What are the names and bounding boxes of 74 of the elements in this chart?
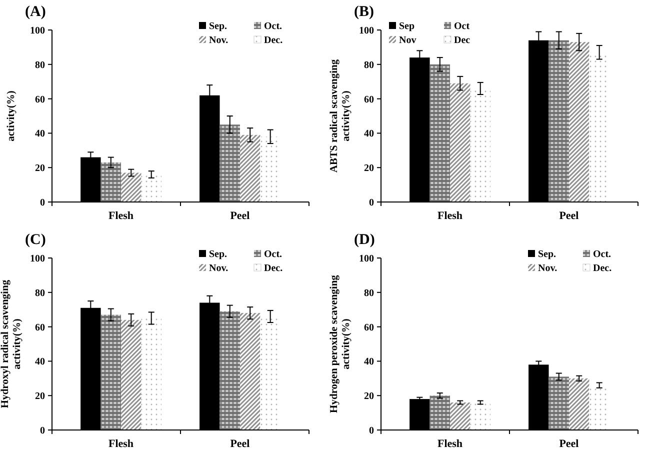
x-tick-label: Peel <box>230 210 250 222</box>
bar <box>141 174 162 202</box>
legend-label: Sep. <box>538 249 557 260</box>
bar <box>100 314 122 430</box>
y-tick-label: 20 <box>35 163 45 174</box>
y-tick-label: 80 <box>35 60 45 71</box>
bar <box>220 124 240 202</box>
legend-label: Nov <box>399 35 416 46</box>
y-tick-label: 60 <box>35 94 45 106</box>
y-tick-label: 40 <box>35 356 45 368</box>
legend-label: Sep. <box>209 21 228 32</box>
legend-label: Nov. <box>209 35 229 46</box>
bar <box>548 376 569 430</box>
bar <box>430 396 450 430</box>
legend-label: Oct. <box>264 21 283 32</box>
legend-label: Nov. <box>209 263 229 274</box>
y-tick-label: 60 <box>364 322 374 334</box>
bar <box>121 172 142 202</box>
y-tick-label: 100 <box>359 26 374 36</box>
legend-label: Nov. <box>538 263 558 274</box>
chart-title: (D) <box>354 232 375 248</box>
chart-title: (A) <box>25 4 46 20</box>
legend-label: Oct. <box>593 249 612 260</box>
y-tick-label: 40 <box>364 356 374 368</box>
legend-label: Oct <box>454 21 470 32</box>
y-tick-label: 40 <box>364 128 374 140</box>
y-tick-label: 60 <box>364 94 374 106</box>
y-tick-label: 0 <box>40 198 45 208</box>
legend-label: Sep <box>399 21 415 32</box>
y-axis-title: ABTS radical scavenging activity(%) <box>329 58 352 173</box>
y-tick-label: 100 <box>359 254 374 264</box>
y-axis-title: Hydrogen peroxide scavenging activity(%) <box>329 274 352 413</box>
bar <box>568 42 590 202</box>
y-tick-label: 100 <box>30 254 45 264</box>
bar <box>548 40 569 202</box>
y-tick-label: 20 <box>35 391 45 402</box>
y-axis-title: activity(%) <box>6 90 17 142</box>
bar <box>220 311 240 430</box>
bar <box>121 320 142 430</box>
x-tick-label: Flesh <box>108 438 134 450</box>
legend-label: Sep. <box>209 249 228 260</box>
bar <box>450 402 470 430</box>
bar <box>240 134 260 202</box>
y-tick-label: 80 <box>35 288 45 299</box>
y-tick-label: 40 <box>35 128 45 140</box>
x-tick-label: Flesh <box>437 210 463 222</box>
y-tick-label: 0 <box>369 198 374 208</box>
chart-title: (C) <box>25 232 46 248</box>
legend-label: Dec. <box>264 263 284 274</box>
bar <box>100 162 122 202</box>
bar <box>568 378 590 430</box>
bar <box>470 402 490 430</box>
legend-label: Dec. <box>593 263 612 274</box>
chart-title: (B) <box>354 4 374 20</box>
y-tick-label: 60 <box>35 322 45 334</box>
y-tick-label: 80 <box>364 288 374 299</box>
y-tick-label: 80 <box>364 60 374 71</box>
x-tick-label: Flesh <box>108 210 134 222</box>
legend-label: Dec <box>454 35 471 46</box>
legend-label: Oct. <box>264 249 283 260</box>
bar <box>430 64 450 202</box>
x-tick-label: Flesh <box>437 438 463 450</box>
y-tick-label: 0 <box>369 426 374 436</box>
y-tick-label: 100 <box>30 26 45 36</box>
y-axis-title: Hydroxyl radical scavenging activity(%) <box>0 279 23 408</box>
y-tick-label: 0 <box>40 426 45 436</box>
bar <box>450 83 470 202</box>
legend-label: Dec. <box>264 35 284 46</box>
y-tick-label: 20 <box>364 391 374 402</box>
x-tick-label: Peel <box>230 438 250 450</box>
y-tick-label: 20 <box>364 163 374 174</box>
x-tick-label: Peel <box>559 438 579 450</box>
bar <box>240 313 260 430</box>
x-tick-label: Peel <box>559 210 579 222</box>
